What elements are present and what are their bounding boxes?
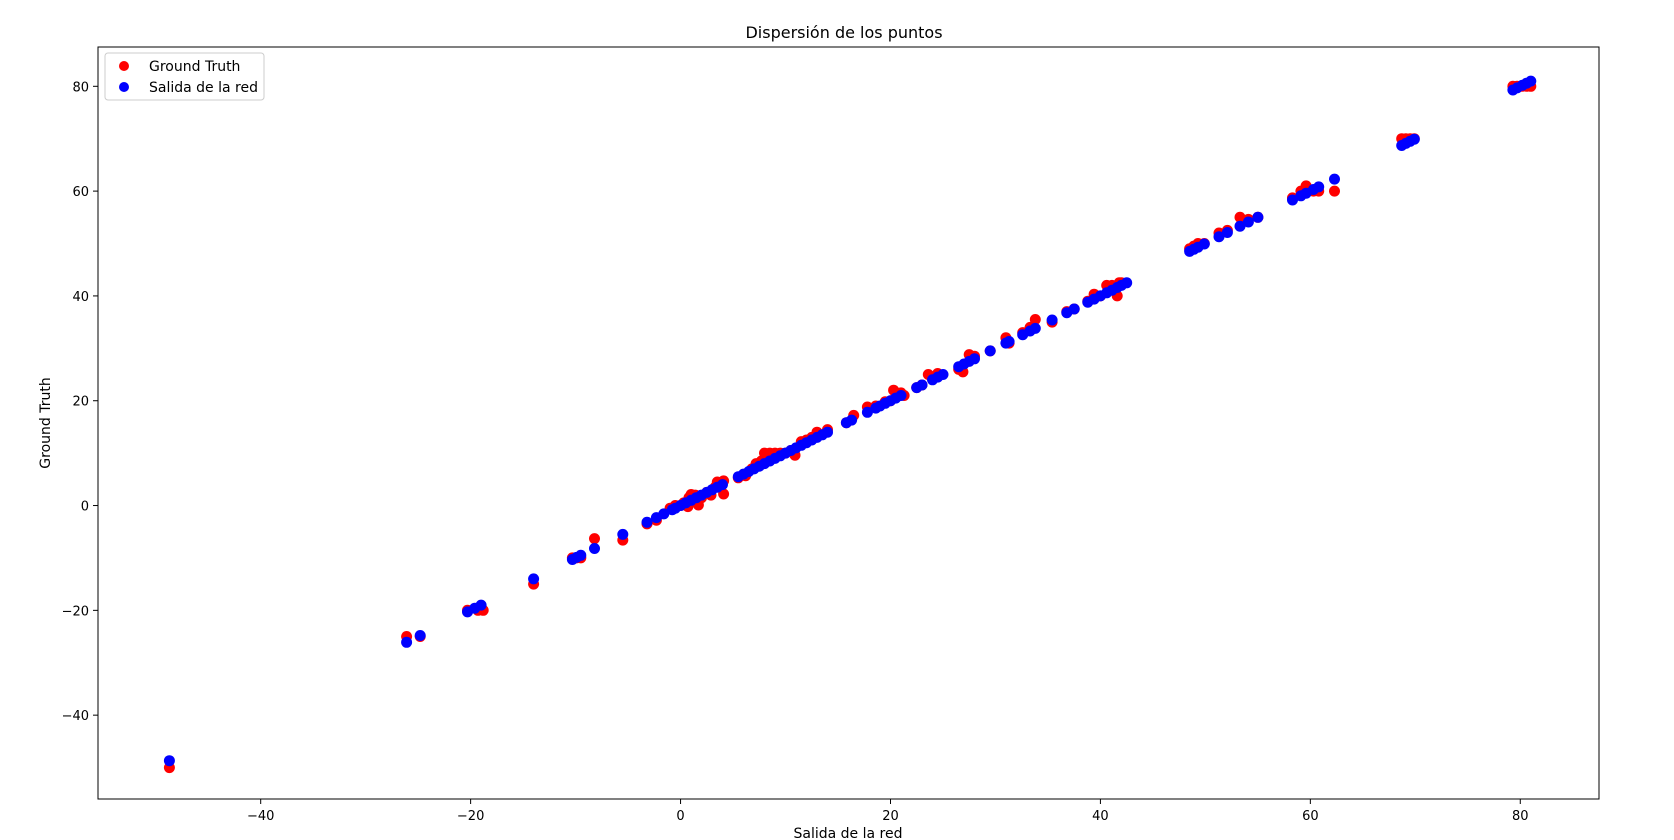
x-axis-ticks: −40 −20 0 20 40 60 80 xyxy=(247,799,1529,824)
point-s0-69 xyxy=(1029,314,1041,325)
point-s1-97 xyxy=(1408,133,1420,145)
point-s1-67 xyxy=(1029,322,1041,334)
point-s1-70 xyxy=(1068,303,1080,315)
point-s1-54 xyxy=(916,379,928,391)
series-0 xyxy=(163,80,1537,774)
point-s1-43 xyxy=(822,426,833,438)
point-s0-10 xyxy=(589,533,600,545)
point-s1-62 xyxy=(984,345,996,357)
series-1 xyxy=(163,75,1537,767)
point-s1-82 xyxy=(1198,238,1210,250)
point-s1-85 xyxy=(1234,220,1246,232)
y-tick-label: 0 xyxy=(81,500,89,515)
point-s1-45 xyxy=(846,414,858,426)
chart-title: Dispersión de los puntos xyxy=(745,23,942,42)
point-s1-61 xyxy=(969,353,980,365)
point-s0-95 xyxy=(1329,185,1340,197)
legend-label-salida-de-la-red: Salida de la red xyxy=(149,80,258,96)
legend-box xyxy=(104,52,265,101)
point-s1-2 xyxy=(414,630,426,641)
x-tick-label: 80 xyxy=(1512,809,1529,824)
x-tick-label: 0 xyxy=(676,809,684,824)
point-s1-83 xyxy=(1213,231,1225,243)
point-s1-68 xyxy=(1046,314,1058,326)
point-s1-57 xyxy=(937,369,949,380)
y-tick-label: 60 xyxy=(72,185,89,200)
point-s1-12 xyxy=(641,516,653,528)
point-s1-93 xyxy=(1329,173,1340,185)
point-s1-102 xyxy=(1525,75,1537,87)
x-tick-label: 20 xyxy=(882,809,899,824)
x-tick-label: 40 xyxy=(1092,809,1109,824)
point-s1-88 xyxy=(1287,194,1298,206)
y-tick-label: 20 xyxy=(72,395,89,410)
point-s1-11 xyxy=(617,528,629,540)
x-axis-label: Salida de la red xyxy=(794,826,903,840)
point-s1-64 xyxy=(1003,336,1015,347)
legend-marker-ground-truth xyxy=(119,61,129,71)
y-tick-label: 40 xyxy=(72,290,89,305)
legend: Ground Truth Salida de la red xyxy=(104,52,265,101)
point-s1-0 xyxy=(163,755,175,767)
y-tick-label: −20 xyxy=(62,604,89,619)
point-s1-1 xyxy=(401,636,413,648)
point-s1-87 xyxy=(1252,211,1264,223)
point-s1-84 xyxy=(1221,227,1233,238)
point-s0-87 xyxy=(1234,211,1246,223)
x-tick-label: 60 xyxy=(1302,809,1319,824)
point-s1-14 xyxy=(658,508,670,520)
y-tick-label: −40 xyxy=(62,709,89,724)
y-axis-label: Ground Truth xyxy=(38,377,54,468)
x-tick-label: −20 xyxy=(457,809,484,824)
data-points xyxy=(163,75,1537,774)
point-s1-46 xyxy=(861,406,873,418)
legend-marker-salida-de-la-red xyxy=(119,82,129,92)
point-s1-10 xyxy=(589,543,600,554)
point-s1-86 xyxy=(1242,216,1254,228)
point-s1-52 xyxy=(895,390,907,401)
point-s1-9 xyxy=(575,549,587,561)
point-s1-6 xyxy=(528,573,540,585)
y-axis-ticks: −40 −20 0 20 40 60 80 xyxy=(62,80,98,724)
legend-label-ground-truth: Ground Truth xyxy=(149,59,240,75)
y-tick-label: 80 xyxy=(72,80,89,95)
point-s1-78 xyxy=(1121,277,1133,289)
point-s1-25 xyxy=(717,479,728,491)
x-tick-label: −40 xyxy=(247,809,274,824)
point-s1-5 xyxy=(475,599,487,611)
plot-frame xyxy=(97,46,1600,800)
point-s1-92 xyxy=(1313,181,1325,193)
